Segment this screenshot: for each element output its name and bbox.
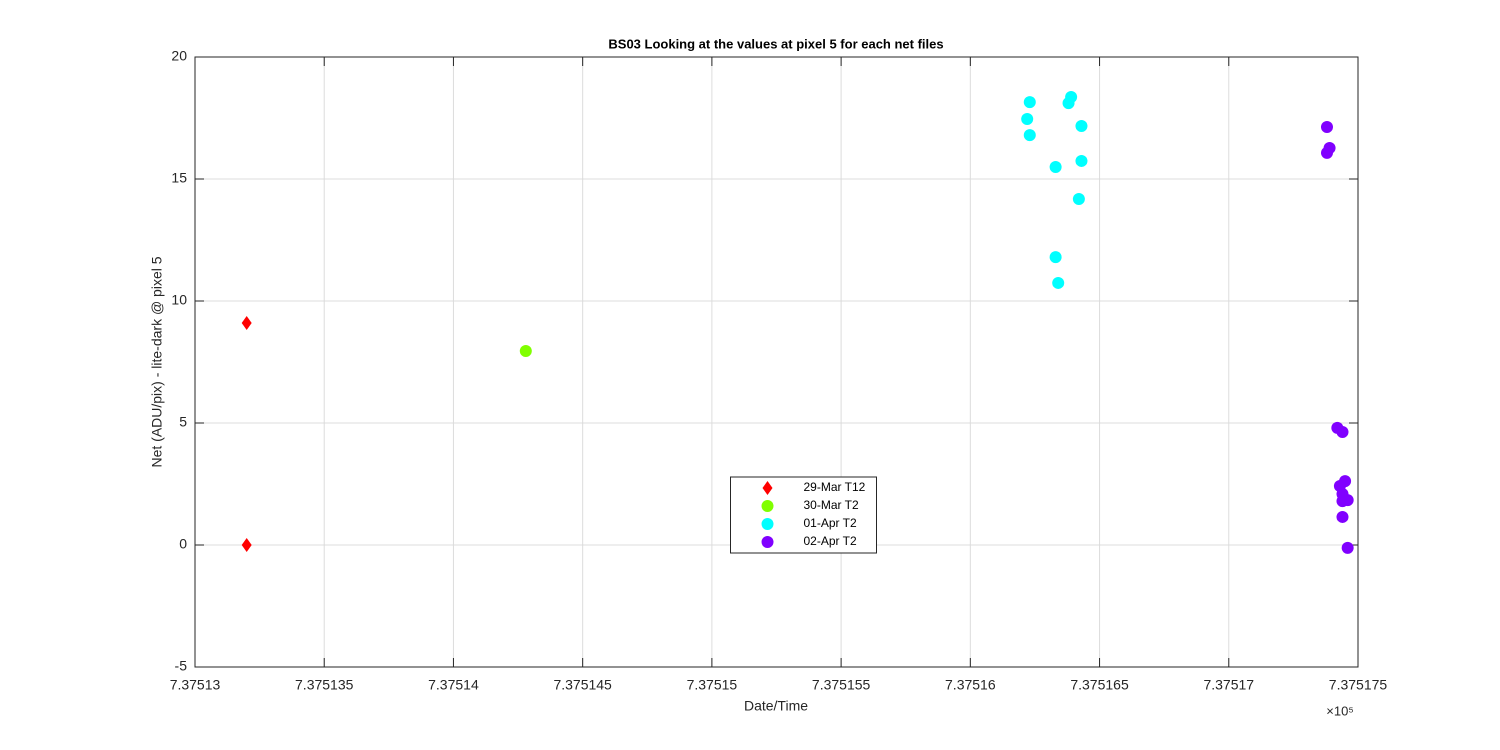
x-tick-label: 7.37513 xyxy=(170,677,221,693)
x-tick-label: 7.37515 xyxy=(687,677,738,693)
chart-title: BS03 Looking at the values at pixel 5 fo… xyxy=(608,36,943,51)
plot-frame xyxy=(194,56,1359,668)
marker xyxy=(1336,426,1349,439)
y-tick-label: 5 xyxy=(179,414,187,430)
x-tick-label: 7.37514 xyxy=(428,677,479,693)
marker xyxy=(1049,161,1062,174)
marker xyxy=(241,538,252,552)
y-tick-label: 15 xyxy=(171,170,187,186)
legend-label: 29-Mar T12 xyxy=(804,480,866,494)
marker xyxy=(1320,121,1333,134)
x-tick-label: 7.37516 xyxy=(945,677,996,693)
marker xyxy=(1062,97,1075,110)
marker xyxy=(519,345,532,358)
marker xyxy=(1323,142,1336,155)
marker xyxy=(1049,251,1062,264)
marker xyxy=(1023,129,1036,142)
marker xyxy=(1052,276,1065,289)
marker xyxy=(1023,96,1036,109)
x-tick-label: 7.37517 xyxy=(1203,677,1254,693)
legend-box xyxy=(730,476,877,554)
x-tick-label: 7.375155 xyxy=(812,677,871,693)
legend-label: 01-Apr T2 xyxy=(804,516,857,530)
legend-marker xyxy=(761,518,774,530)
legend-label: 30-Mar T2 xyxy=(804,498,859,512)
legend-marker xyxy=(761,500,774,512)
marker xyxy=(1075,154,1088,167)
x-tick-label: 7.375165 xyxy=(1070,677,1129,693)
legend-marker xyxy=(761,536,774,548)
y-tick-label: -5 xyxy=(175,658,188,674)
y-tick-label: 20 xyxy=(171,48,187,64)
marker xyxy=(1339,475,1352,488)
legend-marker xyxy=(762,481,773,495)
x-tick-label: 7.375135 xyxy=(295,677,354,693)
y-tick-label: 0 xyxy=(179,536,187,552)
marker xyxy=(1072,193,1085,206)
x-tick-label: 7.375145 xyxy=(553,677,612,693)
marker xyxy=(1021,112,1034,125)
x-axis-label: Date/Time xyxy=(744,698,808,714)
x-tick-label: 7.375175 xyxy=(1329,677,1388,693)
marker xyxy=(1075,120,1088,133)
marker xyxy=(241,315,252,330)
y-tick-label: 10 xyxy=(171,292,187,308)
y-axis-label: Net (ADU/pix) - lite-dark @ pixel 5 xyxy=(149,256,165,467)
marker xyxy=(1341,541,1354,554)
marker xyxy=(1336,510,1349,523)
x-multiplier: ×10⁵ xyxy=(1326,703,1353,718)
legend-label: 02-Apr T2 xyxy=(804,534,857,548)
marker xyxy=(1341,494,1354,507)
